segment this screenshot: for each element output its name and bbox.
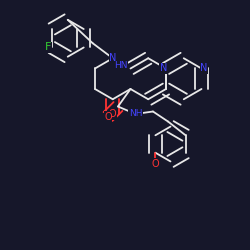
Text: F: F: [45, 42, 51, 52]
Text: O: O: [109, 109, 116, 119]
Text: O: O: [104, 112, 112, 122]
Text: O: O: [152, 159, 159, 169]
Text: N: N: [200, 64, 208, 74]
Text: N: N: [160, 64, 167, 74]
Text: N: N: [109, 53, 116, 63]
Text: NH: NH: [129, 110, 142, 118]
Text: HN: HN: [114, 62, 127, 70]
